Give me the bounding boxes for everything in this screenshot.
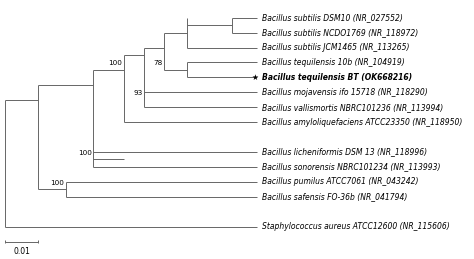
Text: Bacillus amyloliquefaciens ATCC23350 (NR_118950): Bacillus amyloliquefaciens ATCC23350 (NR… [262, 118, 463, 127]
Text: 78: 78 [154, 60, 163, 66]
Text: ★: ★ [252, 73, 258, 82]
Text: 100: 100 [78, 150, 92, 156]
Text: Bacillus pumilus ATCC7061 (NR_043242): Bacillus pumilus ATCC7061 (NR_043242) [262, 177, 419, 186]
Text: Bacillus tequilensis 10b (NR_104919): Bacillus tequilensis 10b (NR_104919) [262, 58, 405, 67]
Text: 100: 100 [109, 60, 122, 66]
Text: 100: 100 [51, 179, 64, 186]
Text: Bacillus subtilis NCDO1769 (NR_118972): Bacillus subtilis NCDO1769 (NR_118972) [262, 28, 419, 37]
Text: Bacillus safensis FO-36b (NR_041794): Bacillus safensis FO-36b (NR_041794) [262, 192, 408, 201]
Text: Bacillus licheniformis DSM 13 (NR_118996): Bacillus licheniformis DSM 13 (NR_118996… [262, 148, 427, 156]
Text: Staphylococcus aureus ATCC12600 (NR_115606): Staphylococcus aureus ATCC12600 (NR_1156… [262, 222, 450, 231]
Text: Bacillus sonorensis NBRC101234 (NR_113993): Bacillus sonorensis NBRC101234 (NR_11399… [262, 162, 441, 171]
Text: Bacillus tequilensis BT (OK668216): Bacillus tequilensis BT (OK668216) [262, 73, 412, 82]
Text: Bacillus subtilis DSM10 (NR_027552): Bacillus subtilis DSM10 (NR_027552) [262, 13, 403, 22]
Text: Bacillus vallismortis NBRC101236 (NR_113994): Bacillus vallismortis NBRC101236 (NR_113… [262, 103, 443, 112]
Text: Bacillus mojavensis ifo 15718 (NR_118290): Bacillus mojavensis ifo 15718 (NR_118290… [262, 88, 428, 97]
Text: 93: 93 [133, 90, 143, 96]
Text: 0.01: 0.01 [13, 247, 30, 256]
Text: Bacillus subtilis JCM1465 (NR_113265): Bacillus subtilis JCM1465 (NR_113265) [262, 43, 410, 52]
